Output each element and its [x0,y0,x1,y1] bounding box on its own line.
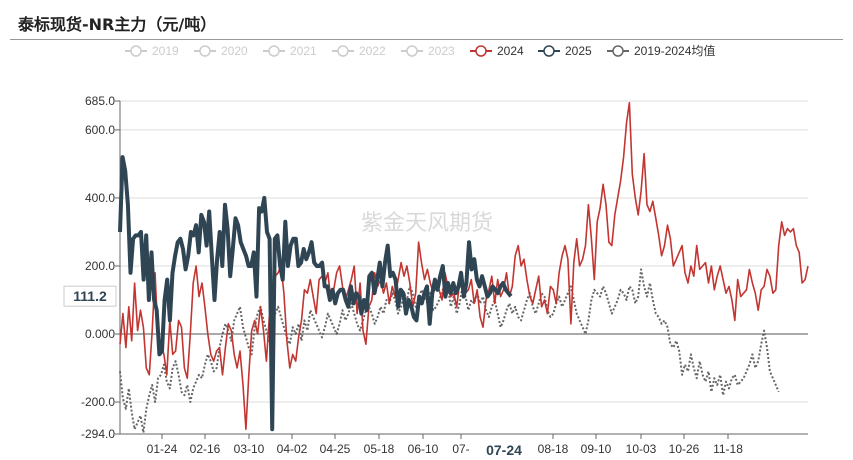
legend-label: 2021 [290,44,317,58]
x-tick-label: 05-18 [364,442,395,456]
y-tick-label: 0.000 [85,327,115,341]
x-tick-label: 07- [452,442,469,456]
legend-item-2022[interactable]: 2022 [332,44,386,58]
legend-item-2023[interactable]: 2023 [401,44,455,58]
legend-marker-icon [544,46,554,56]
y-tick-label: 400.0 [85,191,115,205]
series-lines [120,103,808,433]
legend-item-2021[interactable]: 2021 [263,44,317,58]
y-tick-label: 600.0 [85,123,115,137]
y-tick-label: 685.0 [85,94,115,108]
cursor-x-label: 07-24 [486,442,522,458]
legend: 2019 2020 2021 2022 2023 2024 2025 2019-2024均值 [125,43,715,58]
x-axis: 01-24 02-16 03-10 04-02 04-25 05-18 06-10 07- 08… [120,434,808,456]
x-tick-label: 02-16 [190,442,221,456]
legend-label: 2019 [152,44,179,58]
x-tick-label: 04-02 [277,442,308,456]
legend-item-2019-2024均值[interactable]: 2019-2024均值 [607,43,715,58]
watermark: 紫金天风期货 [361,211,493,236]
x-tick-label: 09-10 [581,442,612,456]
y-axis: 685.0 600.0 400.0 200.0 0.000 -200.0 -294.0 [81,94,120,441]
x-tick-label: 04-25 [320,442,351,456]
legend-marker-icon [407,46,417,56]
legend-label: 2024 [497,44,524,58]
y-tick-label: -294.0 [81,427,115,441]
y-tick-label: 200.0 [85,259,115,273]
legend-marker-icon [269,46,279,56]
legend-item-2019[interactable]: 2019 [125,44,179,58]
legend-marker-icon [613,46,623,56]
x-tick-label: 10-26 [669,442,700,456]
legend-label: 2019-2024均值 [634,43,715,58]
x-tick-label: 01-24 [147,442,178,456]
x-tick-label: 03-10 [234,442,265,456]
legend-marker-icon [131,46,141,56]
x-tick-label: 11-18 [713,442,743,456]
legend-marker-icon [338,46,348,56]
legend-item-2020[interactable]: 2020 [194,44,248,58]
cursor-y-label: 111.2 [73,288,107,304]
legend-item-2025[interactable]: 2025 [538,44,592,58]
x-tick-label: 08-18 [538,442,569,456]
legend-label: 2025 [565,44,592,58]
legend-label: 2020 [221,44,248,58]
legend-marker-icon [200,46,210,56]
legend-label: 2023 [428,44,455,58]
legend-label: 2022 [359,44,386,58]
legend-item-2024[interactable]: 2024 [470,44,524,58]
legend-marker-icon [476,46,486,56]
y-tick-label: -200.0 [81,395,115,409]
x-tick-label: 10-03 [626,442,657,456]
x-tick-label: 06-10 [408,442,439,456]
